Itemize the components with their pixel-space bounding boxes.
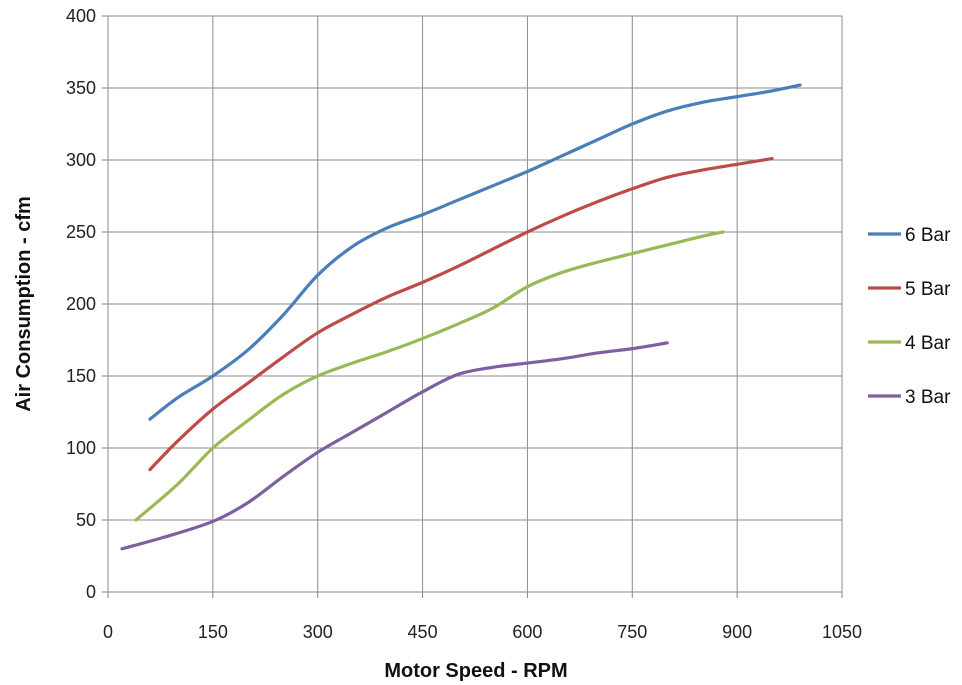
y-tick-label: 250 xyxy=(66,222,96,242)
y-tick-label: 300 xyxy=(66,150,96,170)
y-tick-label: 400 xyxy=(66,6,96,26)
x-tick-label: 1050 xyxy=(822,622,862,642)
legend-label-5-bar: 5 Bar xyxy=(905,279,951,300)
legend-label-4-bar: 4 Bar xyxy=(905,333,951,354)
x-tick-label: 150 xyxy=(198,622,228,642)
y-tick-label: 350 xyxy=(66,78,96,98)
series-lines xyxy=(120,83,802,551)
x-tick-label: 750 xyxy=(617,622,647,642)
series-line-6-bar xyxy=(148,83,802,421)
series-line-5-bar xyxy=(148,156,774,472)
series-line-4-bar xyxy=(134,230,725,522)
x-tick-label: 600 xyxy=(512,622,542,642)
y-tick-label: 200 xyxy=(66,294,96,314)
y-tick-label: 50 xyxy=(76,510,96,530)
x-tick-label: 450 xyxy=(408,622,438,642)
x-axis-title: Motor Speed - RPM xyxy=(384,660,567,682)
tick-labels: 0 50 100 150 200 250 300 350 400 0 150 300 450 600 750… xyxy=(66,6,862,642)
legend-label-6-bar: 6 Bar xyxy=(905,225,951,246)
x-tick-label: 0 xyxy=(103,622,113,642)
y-axis-title: Air Consumption - cfm xyxy=(13,196,35,412)
x-tick-label: 900 xyxy=(722,622,752,642)
gridlines xyxy=(102,15,843,598)
series-line-3-bar xyxy=(120,341,669,551)
legend: 6 Bar 5 Bar 4 Bar 3 Bar xyxy=(868,225,951,408)
y-tick-label: 150 xyxy=(66,366,96,386)
y-tick-label: 100 xyxy=(66,438,96,458)
y-tick-label: 0 xyxy=(86,582,96,602)
legend-label-3-bar: 3 Bar xyxy=(905,387,951,408)
x-tick-label: 300 xyxy=(303,622,333,642)
